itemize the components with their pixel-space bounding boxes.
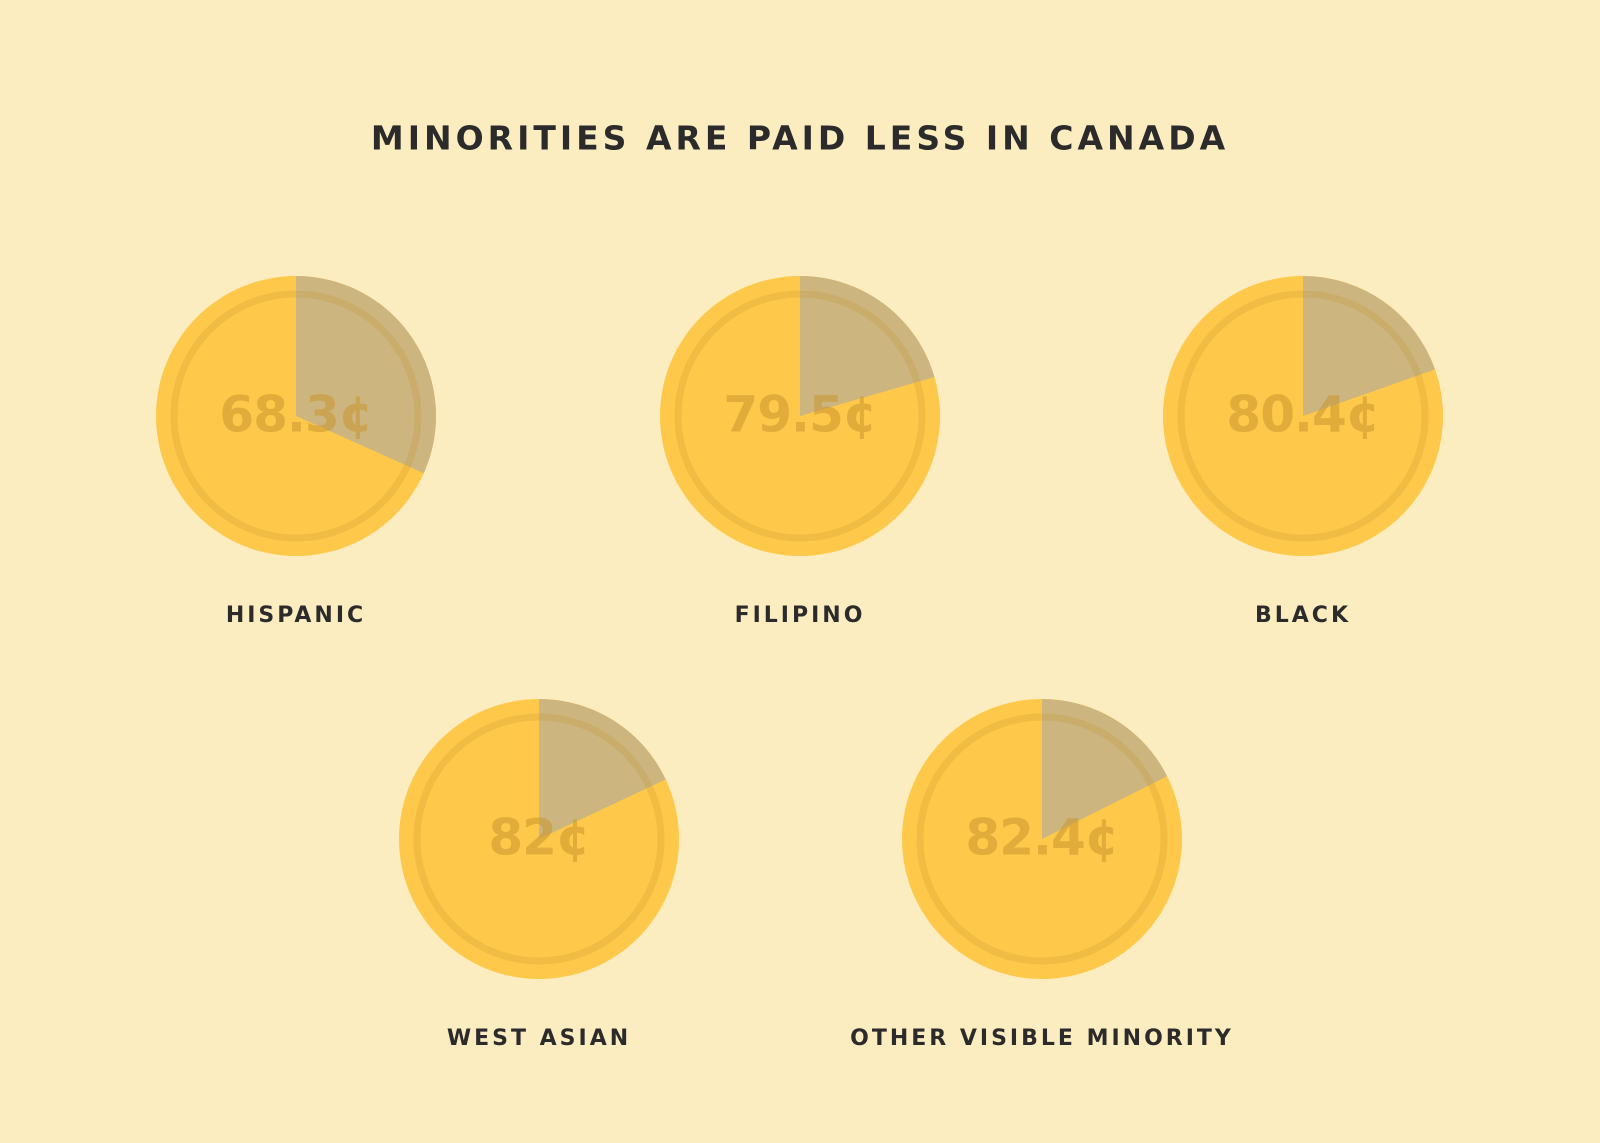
chart-title: MINORITIES ARE PAID LESS IN CANADA bbox=[371, 119, 1229, 158]
pay-gap-wedge bbox=[800, 276, 935, 416]
pay-gap-wedge bbox=[539, 699, 666, 839]
value-label: 68.3¢ bbox=[219, 386, 372, 444]
pay-gap-wedge bbox=[1303, 276, 1436, 416]
pay-gap-wedge bbox=[1042, 699, 1168, 839]
pay-gap-wedge bbox=[296, 276, 436, 474]
value-label: 82¢ bbox=[488, 809, 589, 867]
category-label: WEST ASIAN bbox=[447, 1026, 631, 1051]
category-label: FILIPINO bbox=[735, 603, 866, 628]
value-label: 79.5¢ bbox=[723, 386, 876, 444]
coin-rim bbox=[413, 713, 665, 965]
value-label: 82.4¢ bbox=[965, 809, 1118, 867]
category-label: OTHER VISIBLE MINORITY bbox=[850, 1026, 1234, 1051]
category-label: BLACK bbox=[1255, 603, 1351, 628]
coin-rim bbox=[170, 290, 422, 542]
value-label: 80.4¢ bbox=[1226, 386, 1379, 444]
category-label: HISPANIC bbox=[226, 603, 366, 628]
coin-rim bbox=[1177, 290, 1429, 542]
coin-rim bbox=[916, 713, 1168, 965]
coin-rim bbox=[674, 290, 926, 542]
